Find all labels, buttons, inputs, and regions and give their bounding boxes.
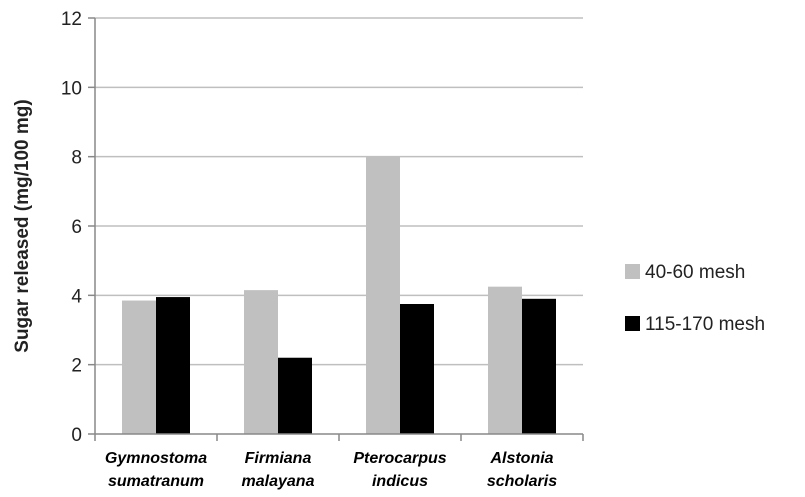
x-category-labels: Gymnostoma sumatranum Firmiana malayana Pter… (105, 450, 557, 490)
legend-swatch (625, 316, 640, 331)
legend-swatch (625, 264, 640, 279)
bar-series2-1 (278, 357, 312, 434)
y-tick-label: 6 (71, 217, 82, 238)
y-tick-label: 2 (71, 356, 82, 377)
y-tick-label: 4 (71, 286, 82, 307)
bar-series2-3 (522, 298, 556, 434)
x-category-label: Pterocarpus indicus (353, 450, 446, 490)
bar-series2-2 (400, 304, 434, 434)
bar-series1-0 (122, 300, 156, 434)
legend-label: 40-60 mesh (645, 262, 745, 283)
x-category-label: Alstonia scholaris (487, 450, 557, 490)
bar-series1-3 (488, 286, 522, 434)
x-category-label: Gymnostoma sumatranum (105, 450, 207, 490)
y-axis-title: Sugar released (mg/100 mg) (12, 99, 33, 352)
y-tick-label: 8 (71, 148, 82, 169)
y-tick-label: 10 (61, 78, 82, 99)
y-tick-label: 12 (61, 9, 82, 30)
legend-label: 115-170 mesh (645, 314, 765, 335)
bar-series1-1 (244, 290, 278, 434)
bar-series2-0 (156, 297, 190, 434)
y-tick-labels: 0 2 4 6 8 10 12 (61, 9, 83, 446)
legend: 40-60 mesh 115-170 mesh (625, 262, 765, 335)
bars (122, 156, 556, 434)
bar-series1-2 (366, 156, 400, 434)
y-tick-label: 0 (71, 425, 82, 446)
axes (94, 18, 584, 441)
x-category-label: Firmiana malayana (242, 450, 315, 490)
